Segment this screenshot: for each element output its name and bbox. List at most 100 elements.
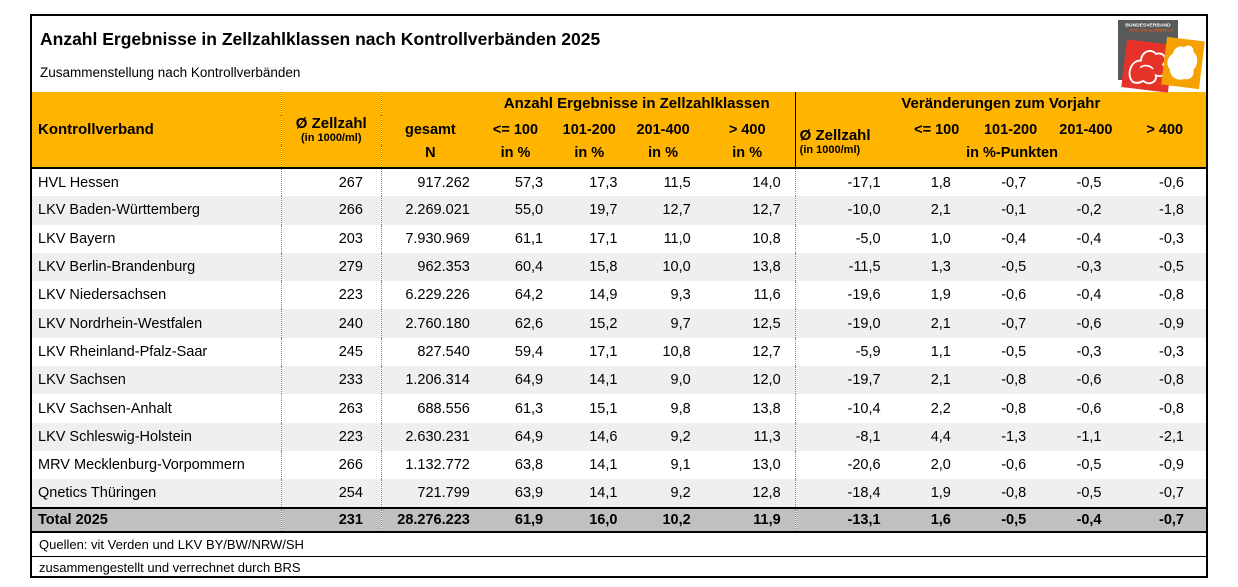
- value-cell: 11,9: [699, 506, 796, 533]
- value-cell: 12,7: [752, 343, 781, 360]
- value-cell: 1,6: [900, 506, 973, 533]
- value-cell: 15,1: [589, 400, 618, 417]
- kontrollverband-cell: LKV Schleswig-Holstein: [32, 422, 282, 451]
- value-cell: -0,4: [1076, 230, 1102, 247]
- value-cell: 10,8: [752, 230, 781, 247]
- col-header-gt400: > 400: [699, 115, 796, 145]
- value-cell: 9,8: [670, 400, 691, 417]
- value-cell: -0,3: [1076, 343, 1102, 360]
- page-subtitle: Zusammenstellung nach Kontrollverbänden: [40, 65, 301, 80]
- value-cell: -2,1: [1123, 422, 1206, 451]
- value-cell: -0,7: [1001, 174, 1027, 191]
- value-cell: 13,8: [699, 252, 796, 282]
- value-cell: -0,5: [972, 506, 1049, 533]
- value-cell: 1,9: [900, 479, 973, 508]
- subheader-pct: in %: [552, 145, 627, 168]
- kontrollverband-cell: LKV Sachsen-Anhalt: [38, 400, 172, 417]
- value-cell: 64,9: [478, 422, 553, 451]
- table-row: LKV Bayern 203 7.930.969 61,1 17,1 11,0 10,8 -5…: [32, 224, 1206, 253]
- value-cell: 267: [280, 168, 382, 197]
- logo-line2: RIND UND SCHWEIN E.V.: [1129, 29, 1174, 33]
- col-header-kontrollverband: Kontrollverband: [32, 92, 282, 168]
- value-cell: 12,0: [699, 366, 796, 395]
- table-row: LKV Nordrhein-Westfalen 240 2.760.180 62,6 1…: [32, 309, 1206, 338]
- value-cell: -18,4: [794, 479, 901, 508]
- page-title: Anzahl Ergebnisse in Zellzahlklassen nac…: [40, 29, 601, 49]
- value-cell: 688.556: [380, 394, 479, 423]
- value-cell: -0,6: [1001, 457, 1027, 474]
- value-cell: 55,0: [478, 196, 553, 225]
- zellzahl-unit: (in 1000/ml): [300, 132, 362, 144]
- value-cell: -0,5: [1076, 457, 1102, 474]
- value-cell: -0,2: [1048, 196, 1124, 225]
- value-cell: 2.760.180: [380, 309, 479, 338]
- value-cell: 11,0: [663, 230, 691, 247]
- header-spacer: [1123, 145, 1206, 168]
- zellzahl-table: Kontrollverband Ø Zellzahl (in 1000/ml) …: [32, 92, 1206, 533]
- value-cell: 1.206.314: [380, 366, 479, 395]
- value-cell: 12,7: [699, 196, 796, 225]
- value-cell: 13,8: [752, 400, 781, 417]
- value-cell: 4,4: [900, 422, 973, 451]
- value-cell: 9,0: [626, 366, 700, 395]
- value-cell: 19,7: [552, 196, 627, 225]
- value-cell: 13,0: [752, 457, 781, 474]
- col-header-101-200-diff: 101-200: [972, 115, 1049, 145]
- value-cell: -0,9: [1159, 457, 1184, 474]
- pig-icon: [1161, 36, 1205, 90]
- value-cell: -8,1: [794, 422, 901, 451]
- table-row: MRV Mecklenburg-Vorpommern 266 1.132.772 63…: [32, 450, 1206, 480]
- col-header-201-400: 201-400: [626, 115, 700, 145]
- value-cell: -0,4: [1001, 230, 1027, 247]
- value-cell: 63,9: [478, 479, 553, 508]
- logo-line1: BUNDESVERBAND: [1125, 23, 1171, 28]
- value-cell: -0,4: [1048, 506, 1124, 533]
- value-cell: -5,9: [794, 337, 901, 367]
- value-cell: -19,7: [794, 366, 901, 395]
- value-cell: 2,2: [930, 400, 951, 417]
- value-cell: 2,0: [930, 457, 951, 474]
- value-cell: 917.262: [380, 168, 479, 197]
- value-cell: 17,3: [589, 174, 618, 191]
- value-cell: 2,1: [900, 196, 973, 225]
- value-cell: 59,4: [514, 343, 544, 360]
- value-cell: -0,8: [972, 366, 1049, 395]
- value-cell: 17,1: [589, 343, 618, 360]
- value-cell: -19,0: [794, 309, 901, 338]
- value-cell: -20,6: [794, 450, 901, 480]
- value-cell: -10,0: [794, 196, 901, 225]
- subheader-pct-punkte: in %-Punkten: [900, 145, 1124, 168]
- value-cell: -1,3: [972, 422, 1049, 451]
- value-cell: 7.930.969: [380, 224, 479, 253]
- value-cell: 11,3: [699, 422, 796, 451]
- value-cell: 254: [280, 479, 382, 508]
- value-cell: 12,7: [626, 196, 700, 225]
- kontrollverband-cell: LKV Nordrhein-Westfalen: [32, 309, 282, 338]
- value-cell: -0,6: [1048, 366, 1124, 395]
- source-line: Quellen: vit Verden und LKV BY/BW/NRW/SH: [39, 536, 304, 552]
- subheader-pct: in %: [478, 145, 553, 168]
- value-cell: 64,9: [478, 366, 553, 395]
- table-row: Qnetics Thüringen 254 721.799 63,9 14,1 9,2 12…: [32, 479, 1206, 508]
- col-header-zellzahl: Ø Zellzahl (in 1000/ml): [280, 92, 382, 168]
- value-cell: 14,6: [552, 422, 627, 451]
- subheader-pct: in %: [626, 145, 700, 168]
- value-cell: 1,8: [930, 174, 951, 191]
- value-cell: 61,9: [478, 506, 553, 533]
- value-cell: -0,7: [1123, 479, 1206, 508]
- value-cell: -13,1: [794, 506, 901, 533]
- value-cell: -1,8: [1123, 196, 1206, 225]
- value-cell: 10,0: [626, 252, 700, 282]
- zellzahl-label: Ø Zellzahl: [295, 115, 367, 132]
- value-cell: 15,8: [552, 252, 627, 282]
- value-cell: 9,2: [626, 479, 700, 508]
- total-row: Total 2025 231 28.276.223 61,9 16,0 10,2 11,9-…: [32, 506, 1206, 533]
- value-cell: 2,1: [900, 366, 973, 395]
- subheader-n: N: [380, 145, 479, 168]
- value-cell: 9,3: [670, 287, 691, 304]
- value-cell: 827.540: [380, 337, 479, 367]
- value-cell: -0,6: [1048, 309, 1124, 338]
- value-cell: 1.132.772: [380, 450, 479, 480]
- value-cell: 266: [280, 196, 382, 225]
- value-cell: 279: [280, 252, 382, 282]
